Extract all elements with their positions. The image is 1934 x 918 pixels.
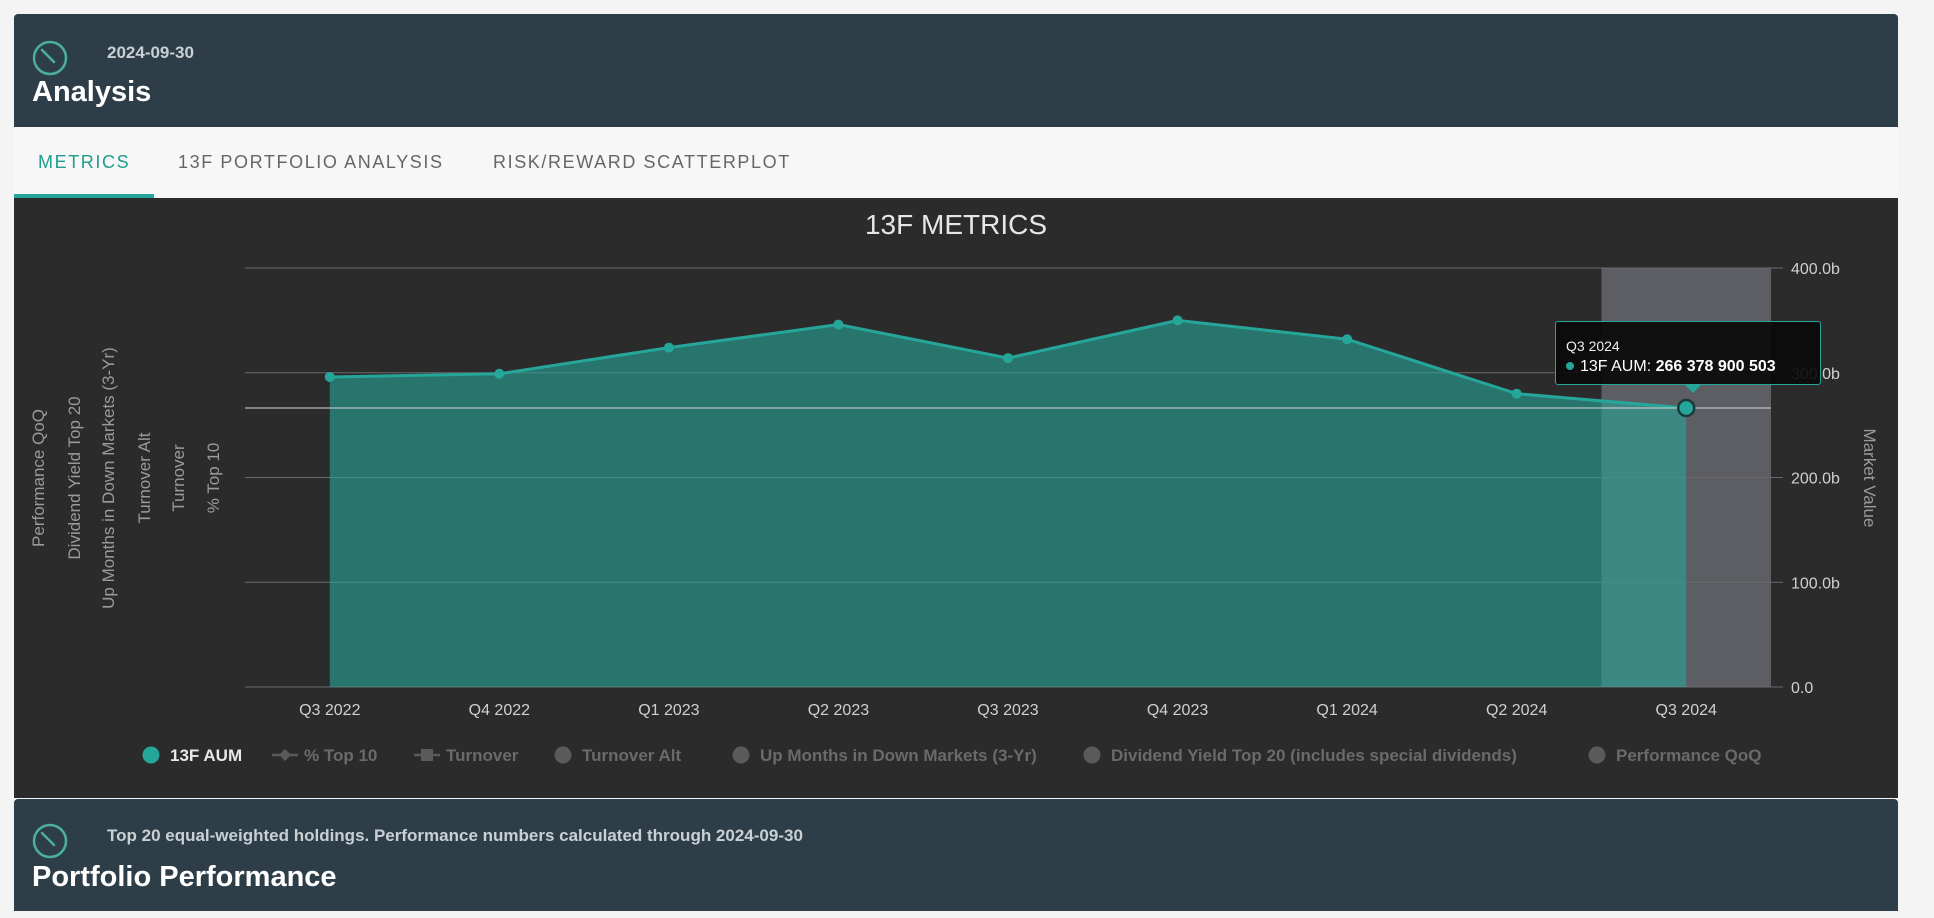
portfolio-performance-header: Top 20 equal-weighted holdings. Performa… (14, 799, 1898, 911)
x-tick-label: Q3 2022 (299, 702, 360, 719)
tooltip-arrow (1684, 384, 1702, 393)
legend-marker (554, 746, 572, 764)
x-tick-label: Q2 2024 (1486, 702, 1547, 719)
legend-item-label[interactable]: Performance QoQ (1616, 746, 1762, 765)
data-point[interactable] (494, 368, 505, 379)
analysis-header: 2024-09-30 Analysis (14, 14, 1898, 127)
data-point[interactable] (1003, 353, 1013, 364)
legend-item-label[interactable]: Turnover Alt (582, 746, 682, 765)
x-tick-label: Q4 2022 (469, 702, 530, 719)
tab-bar: METRICS 13F PORTFOLIO ANALYSIS RISK/REWA… (14, 127, 1898, 198)
y-tick-label: 200.0b (1791, 471, 1840, 488)
chart-tooltip: Q3 2024 13F AUM: 266 378 900 503 (1555, 321, 1821, 393)
legend-item-label[interactable]: % Top 10 (304, 746, 377, 765)
legend-marker (279, 749, 291, 761)
x-tick-label: Q4 2023 (1147, 702, 1208, 719)
left-axis-label: Turnover (169, 444, 188, 512)
data-point[interactable] (1172, 315, 1183, 326)
left-axis-label: Up Months in Down Markets (3-Yr) (99, 347, 118, 609)
x-tick-label: Q3 2024 (1656, 702, 1717, 719)
legend-marker (1083, 746, 1101, 764)
clock-icon (32, 823, 68, 859)
clock-icon (32, 40, 68, 76)
left-axis-label: Turnover Alt (135, 432, 154, 523)
legend-marker (421, 749, 433, 761)
legend-item-label[interactable]: Up Months in Down Markets (3-Yr) (760, 746, 1037, 765)
data-point[interactable] (833, 319, 844, 330)
tab-metrics[interactable]: METRICS (38, 152, 131, 172)
data-point[interactable] (1342, 334, 1353, 345)
performance-subtitle: Top 20 equal-weighted holdings. Performa… (107, 826, 803, 845)
data-point[interactable] (1511, 388, 1522, 399)
x-tick-label: Q1 2023 (638, 702, 699, 719)
legend-marker (732, 746, 750, 764)
x-tick-label: Q2 2023 (808, 702, 869, 719)
series-area (329, 320, 1687, 687)
legend-marker (142, 746, 160, 764)
tooltip-line: 13F AUM: 266 378 900 503 (1566, 358, 1810, 376)
left-axis-label: Dividend Yield Top 20 (65, 396, 84, 559)
right-axis-title: Market Value (1860, 429, 1879, 528)
y-tick-label: 0.0 (1791, 680, 1813, 697)
active-tab-indicator (14, 194, 154, 198)
x-tick-label: Q1 2024 (1316, 702, 1377, 719)
data-point[interactable] (663, 342, 674, 353)
legend-item-label[interactable]: Dividend Yield Top 20 (includes special … (1111, 746, 1517, 765)
left-axis-label: Performance QoQ (29, 409, 48, 547)
tooltip-series: 13F AUM (1580, 358, 1647, 375)
legend-item-label[interactable]: 13F AUM (170, 746, 242, 765)
tooltip-value: 266 378 900 503 (1655, 358, 1776, 375)
tooltip-series-dot (1566, 362, 1574, 370)
page-title: Analysis (32, 76, 152, 108)
legend-item-label[interactable]: Turnover (446, 746, 519, 765)
y-tick-label: 400.0b (1791, 261, 1840, 278)
legend-marker (1588, 746, 1606, 764)
tab-13f-portfolio-analysis[interactable]: 13F PORTFOLIO ANALYSIS (178, 152, 444, 172)
y-tick-label: 100.0b (1791, 575, 1840, 592)
tooltip-category: Q3 2024 (1566, 338, 1620, 354)
analysis-date: 2024-09-30 (107, 43, 194, 62)
metrics-chart-panel: 13F METRICS0.0100.0b200.0b300.0b400.0bMa… (14, 198, 1898, 798)
chart-title: 13F METRICS (865, 209, 1047, 240)
tab-risk-reward-scatterplot[interactable]: RISK/REWARD SCATTERPLOT (493, 152, 791, 172)
performance-title: Portfolio Performance (32, 861, 337, 893)
data-point[interactable] (324, 371, 335, 382)
data-point[interactable] (1676, 398, 1696, 418)
left-axis-label: % Top 10 (204, 443, 223, 514)
metrics-chart: 13F METRICS0.0100.0b200.0b300.0b400.0bMa… (29, 209, 1879, 765)
x-tick-label: Q3 2023 (977, 702, 1038, 719)
